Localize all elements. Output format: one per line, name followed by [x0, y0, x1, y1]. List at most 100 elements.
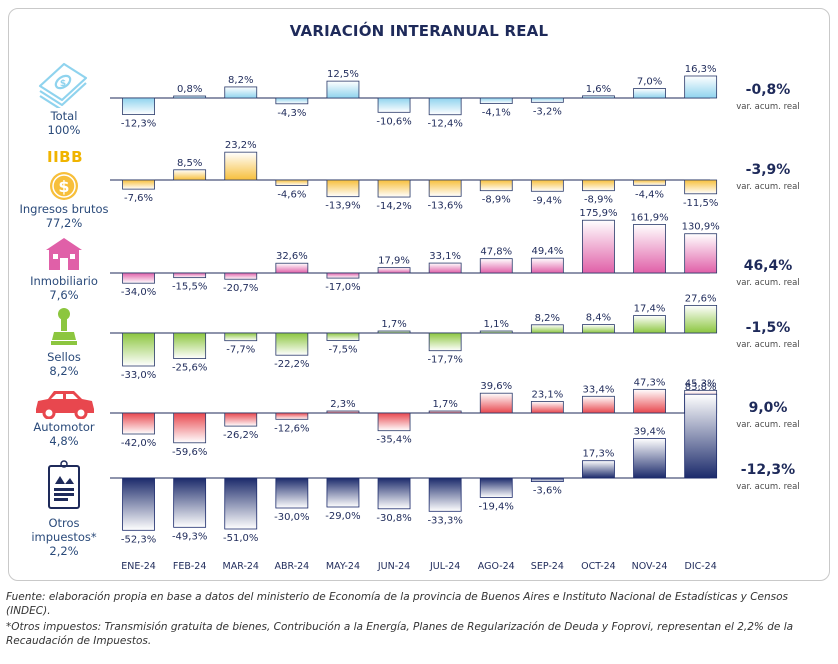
share-automotor: 4,8% [49, 434, 79, 448]
accum-iibb: -3,9% [745, 162, 791, 178]
x-tick-label: JUN-24 [377, 561, 410, 572]
accum-otros: -12,3% [740, 462, 796, 478]
bar-iibb-ene-24 [122, 179, 155, 190]
x-tick-label: ABR-24 [274, 561, 309, 572]
label-total: Total [50, 109, 78, 123]
bar-inmobiliario-oct-24 [582, 219, 615, 274]
data-label-iibb-may-24: -13,9% [325, 201, 360, 212]
x-tick-label: FEB-24 [173, 561, 207, 572]
bar-sellos-feb-24 [173, 332, 207, 360]
bar-total-abr-24 [275, 97, 309, 105]
footnote-source: Fuente: elaboración propia en base a dat… [6, 591, 789, 617]
data-label-otros-dic-24: 83,8% [685, 382, 717, 393]
bar-iibb-mar-24 [224, 151, 258, 181]
data-label-iibb-jun-24: -14,2% [376, 201, 411, 212]
car-icon [36, 391, 94, 419]
data-label-automotor-may-24: 2,3% [330, 399, 355, 410]
bar-inmobiliario-may-24 [326, 272, 360, 279]
data-label-inmobiliario-oct-24: 175,9% [579, 208, 617, 219]
bar-sellos-ago-24 [479, 330, 513, 334]
x-tick-label: SEP-24 [531, 561, 564, 572]
bar-total-ene-24 [122, 97, 155, 116]
data-label-iibb-sep-24: -9,4% [533, 195, 562, 206]
bar-total-nov-24 [633, 88, 666, 99]
data-label-iibb-oct-24: -8,9% [584, 195, 613, 206]
bar-sellos-abr-24 [275, 332, 309, 356]
data-label-total-sep-24: -3,2% [533, 106, 562, 117]
data-label-iibb-ene-24: -7,6% [124, 193, 153, 204]
data-label-sellos-sep-24: 8,2% [535, 313, 560, 324]
data-label-otros-ene-24: -52,3% [121, 534, 156, 545]
bar-sellos-jun-24 [377, 330, 411, 334]
data-label-otros-mar-24: -51,0% [223, 533, 258, 544]
accum-inmobiliario: 46,4% [743, 258, 793, 274]
label-otros: Otros impuestos* [31, 516, 97, 544]
x-tick-label: JUL-24 [429, 561, 460, 572]
bar-total-sep-24 [530, 97, 564, 103]
data-label-total-ene-24: -12,3% [121, 119, 156, 130]
data-label-sellos-ago-24: 1,1% [484, 319, 509, 330]
bar-automotor-mar-24 [224, 412, 258, 427]
bar-sellos-oct-24 [582, 324, 615, 334]
x-tick-label: DIC-24 [685, 561, 717, 572]
bar-inmobiliario-mar-24 [224, 272, 258, 280]
bar-automotor-feb-24 [173, 412, 207, 444]
bar-sellos-ene-24 [122, 332, 155, 367]
bar-automotor-nov-24 [633, 388, 666, 414]
share-otros: 2,2% [49, 544, 79, 558]
bar-iibb-dic-24 [684, 179, 718, 195]
coin-dollar-icon: $ [50, 172, 78, 200]
data-label-sellos-mar-24: -7,7% [226, 345, 255, 356]
label-iibb: Ingresos brutos [19, 202, 109, 216]
bar-otros-ago-24 [479, 477, 513, 498]
bar-sellos-jul-24 [428, 332, 462, 352]
data-label-otros-ago-24: -19,4% [479, 501, 514, 512]
data-label-total-feb-24: 0,8% [177, 84, 202, 95]
bar-automotor-jul-24 [428, 410, 462, 414]
bar-total-ago-24 [479, 97, 513, 104]
label-inmobiliario: Inmobiliario [30, 274, 98, 288]
bar-iibb-sep-24 [530, 179, 564, 192]
data-label-iibb-dic-24: -11,5% [683, 198, 718, 209]
data-label-inmobiliario-dic-24: 130,9% [682, 222, 720, 233]
accum-label-total: var. acum. real [736, 102, 800, 112]
x-tick-label: OCT-24 [581, 561, 616, 572]
bar-inmobiliario-feb-24 [173, 272, 207, 279]
bar-inmobiliario-dic-24 [684, 233, 718, 274]
x-tick-label: ENE-24 [121, 561, 156, 572]
bar-automotor-jun-24 [377, 412, 411, 432]
data-label-automotor-feb-24: -59,6% [172, 447, 207, 458]
bar-otros-abr-24 [275, 477, 309, 509]
data-label-otros-sep-24: -3,6% [533, 486, 562, 497]
accum-automotor: 9,0% [748, 400, 788, 416]
data-label-automotor-abr-24: -12,6% [274, 423, 309, 434]
bar-inmobiliario-jul-24 [428, 262, 462, 274]
data-label-sellos-jun-24: 1,7% [381, 319, 406, 330]
accum-total: -0,8% [745, 82, 791, 98]
data-label-automotor-ene-24: -42,0% [121, 438, 156, 449]
bar-total-oct-24 [582, 95, 615, 99]
bar-total-may-24 [326, 80, 360, 99]
data-label-automotor-sep-24: 23,1% [531, 389, 563, 400]
data-label-iibb-mar-24: 23,2% [225, 140, 257, 151]
data-label-automotor-jun-24: -35,4% [376, 435, 411, 446]
chart-title: VARIACIÓN INTERANUAL REAL [289, 22, 549, 40]
bar-inmobiliario-ene-24 [122, 272, 155, 284]
bar-automotor-may-24 [326, 410, 360, 414]
data-label-inmobiliario-feb-24: -15,5% [172, 282, 207, 293]
data-label-inmobiliario-mar-24: -20,7% [223, 283, 258, 294]
data-label-total-may-24: 12,5% [327, 69, 359, 80]
label-sellos: Sellos [47, 350, 81, 364]
stamp-icon [51, 308, 77, 345]
bar-automotor-abr-24 [275, 412, 309, 420]
data-label-iibb-jul-24: -13,6% [427, 200, 462, 211]
bar-iibb-ago-24 [479, 179, 513, 192]
bar-otros-oct-24 [582, 460, 615, 479]
bar-iibb-abr-24 [275, 179, 309, 186]
document-icon [48, 460, 80, 509]
x-tick-label: MAR-24 [223, 561, 259, 572]
data-label-sellos-dic-24: 27,6% [685, 293, 717, 304]
iibb-icon-text: IIBB [46, 148, 84, 166]
share-sellos: 8,2% [49, 364, 79, 378]
bar-sellos-mar-24 [224, 332, 258, 342]
